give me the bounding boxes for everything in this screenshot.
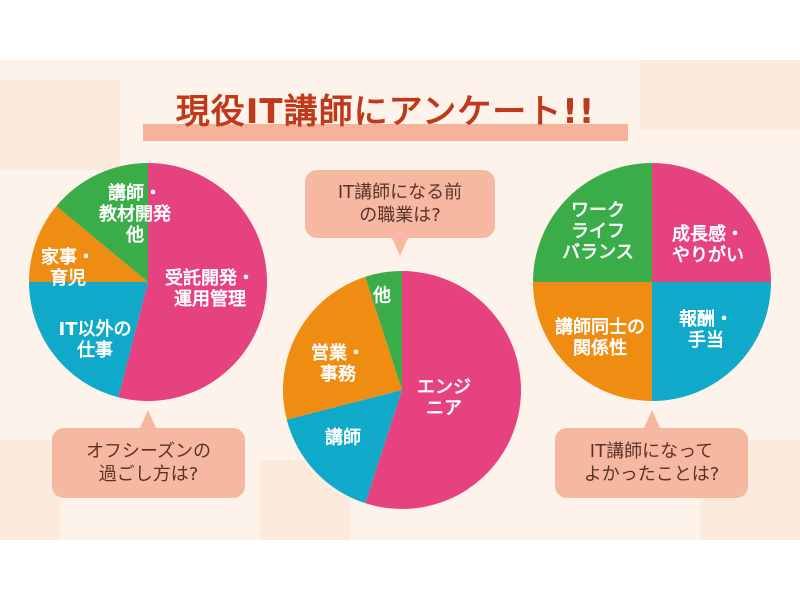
page-title: 現役IT講師にアンケート!! xyxy=(175,92,596,132)
slice-label: 講師 xyxy=(325,427,361,449)
slice-label: 成長感・ やりがい xyxy=(672,223,744,266)
pie-slice xyxy=(365,271,521,509)
pie-slice xyxy=(283,276,402,420)
bubble-tail xyxy=(139,410,157,430)
slice-label: ワーク ライフ バランス xyxy=(562,200,634,264)
pie-chart-offseason xyxy=(29,163,267,401)
slice-label: 他 xyxy=(373,285,391,307)
pie-slice xyxy=(652,282,771,401)
pie-slice xyxy=(533,282,652,401)
bubble-tail xyxy=(643,410,661,430)
title-underline xyxy=(143,124,628,141)
slice-label: 講師同士の 関係性 xyxy=(555,316,645,359)
bubble-tail xyxy=(391,236,409,256)
question-bubble-previous-job: IT講師になる前 の職業は? xyxy=(305,170,495,238)
slice-label: 営業・ 事務 xyxy=(311,342,365,385)
pie-slice xyxy=(286,390,402,504)
pie-chart-good-things xyxy=(533,163,771,401)
pie-slice xyxy=(118,163,267,401)
pie-slice xyxy=(29,282,148,398)
pie-slice xyxy=(533,163,652,282)
slice-label: 家事・ 育児 xyxy=(41,246,95,289)
slice-label: 受託開発・ 運用管理 xyxy=(165,267,255,310)
pie-slice xyxy=(652,163,771,282)
pie-slice xyxy=(29,206,148,282)
question-bubble-good-things: IT講師になって よかったことは? xyxy=(555,428,748,498)
pie-chart-previous-job xyxy=(283,271,521,509)
slice-label: IT以外の 仕事 xyxy=(58,318,132,361)
slice-label: 講師・ 教材開発 他 xyxy=(99,183,171,247)
slice-label: エンジ ニア xyxy=(417,376,471,419)
question-bubble-offseason: オフシーズンの 過ごし方は? xyxy=(52,428,245,498)
pie-slice xyxy=(56,163,148,282)
slice-label: 報酬・ 手当 xyxy=(679,308,733,351)
pie-slice xyxy=(365,271,402,390)
